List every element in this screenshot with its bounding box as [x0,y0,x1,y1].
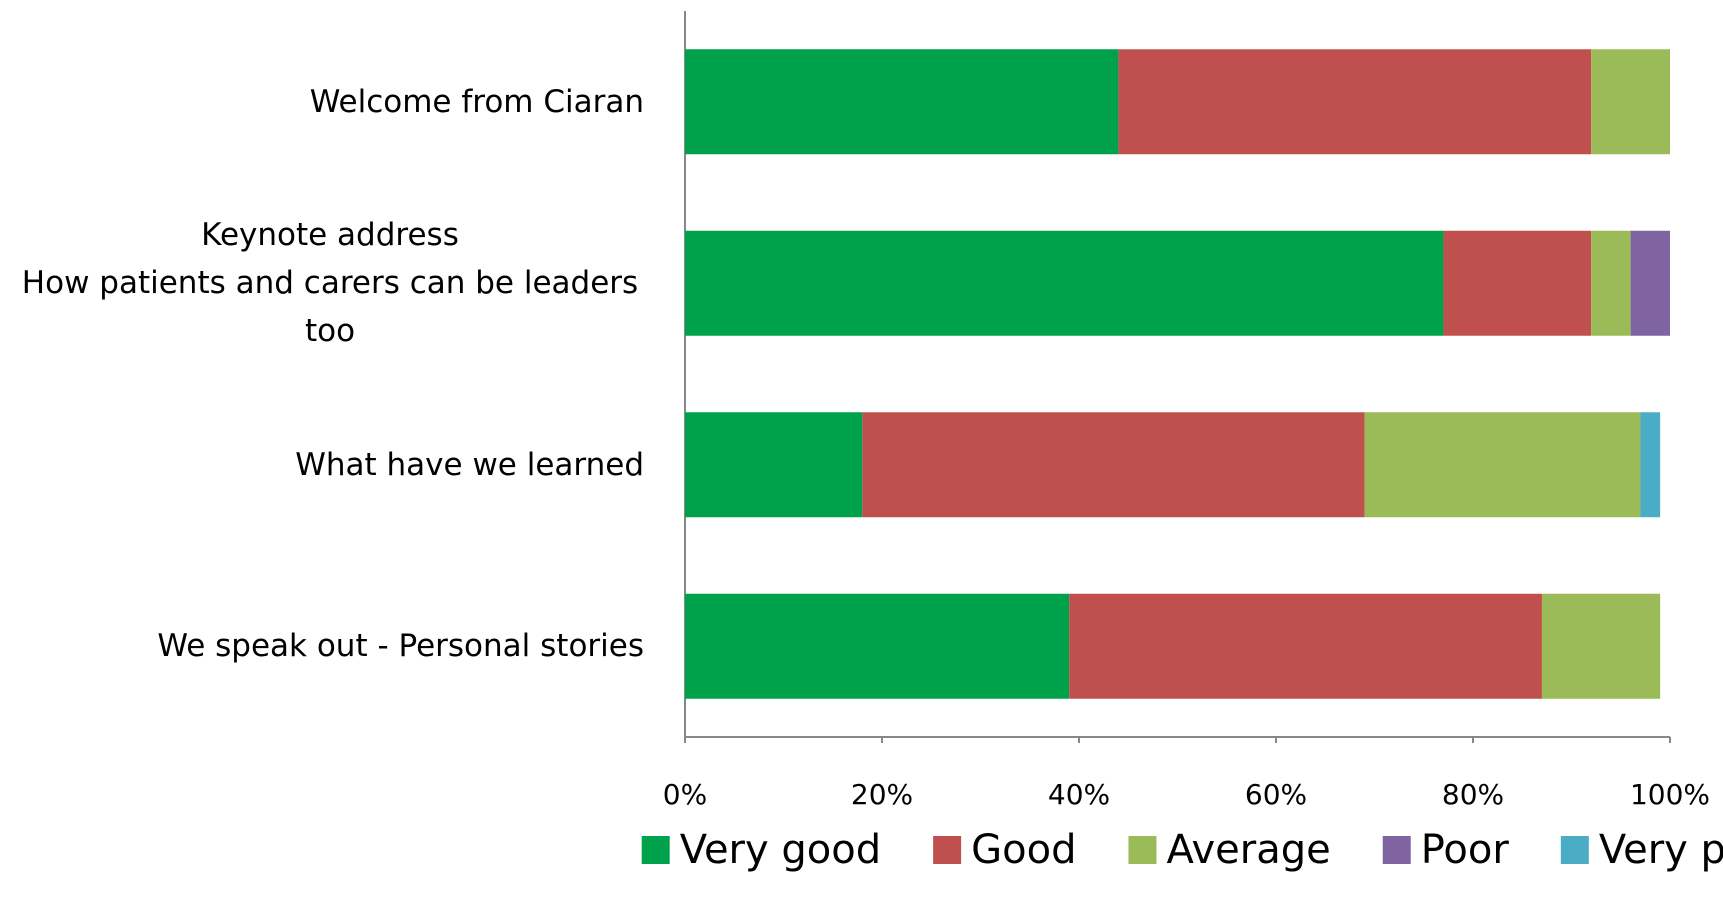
bar-segment [1541,593,1661,699]
category-label: We speak out - Personal stories [157,628,644,665]
bar-segment [1118,49,1592,155]
legend-swatch [641,836,670,864]
bar-segment [685,230,1444,336]
x-tick-label: 100% [1630,778,1710,811]
x-tick-label: 0% [663,778,707,811]
legend-label: Very poor [1599,827,1723,873]
bar-segment [1640,412,1661,518]
category-label: What have we learned [295,446,644,483]
legend-swatch [1560,836,1589,864]
legend-label: Good [971,827,1076,873]
x-tick-label: 60% [1245,778,1307,811]
bar-segment [685,49,1119,155]
bar-segment [862,412,1365,518]
bar-segment [1069,593,1542,699]
bar-segment [685,412,863,518]
bar-segment [1443,230,1592,336]
legend-swatch [1382,836,1411,864]
bar-segment [1630,230,1670,336]
x-tick-label: 80% [1442,778,1504,811]
legend-swatch [1128,836,1157,864]
x-tick-label: 20% [851,778,913,811]
bar-segment [1364,412,1641,518]
category-label: Keynote address How patients and carers … [21,217,639,350]
bar-segment [685,593,1070,699]
bar-segment [1591,49,1670,155]
legend-swatch [933,836,962,864]
x-tick-label: 40% [1048,778,1110,811]
legend-label: Average [1166,827,1330,873]
bar-segment [1591,230,1631,336]
legend-label: Poor [1421,827,1510,873]
category-label: Welcome from Ciaran [309,83,644,120]
legend-label: Very good [680,827,881,873]
